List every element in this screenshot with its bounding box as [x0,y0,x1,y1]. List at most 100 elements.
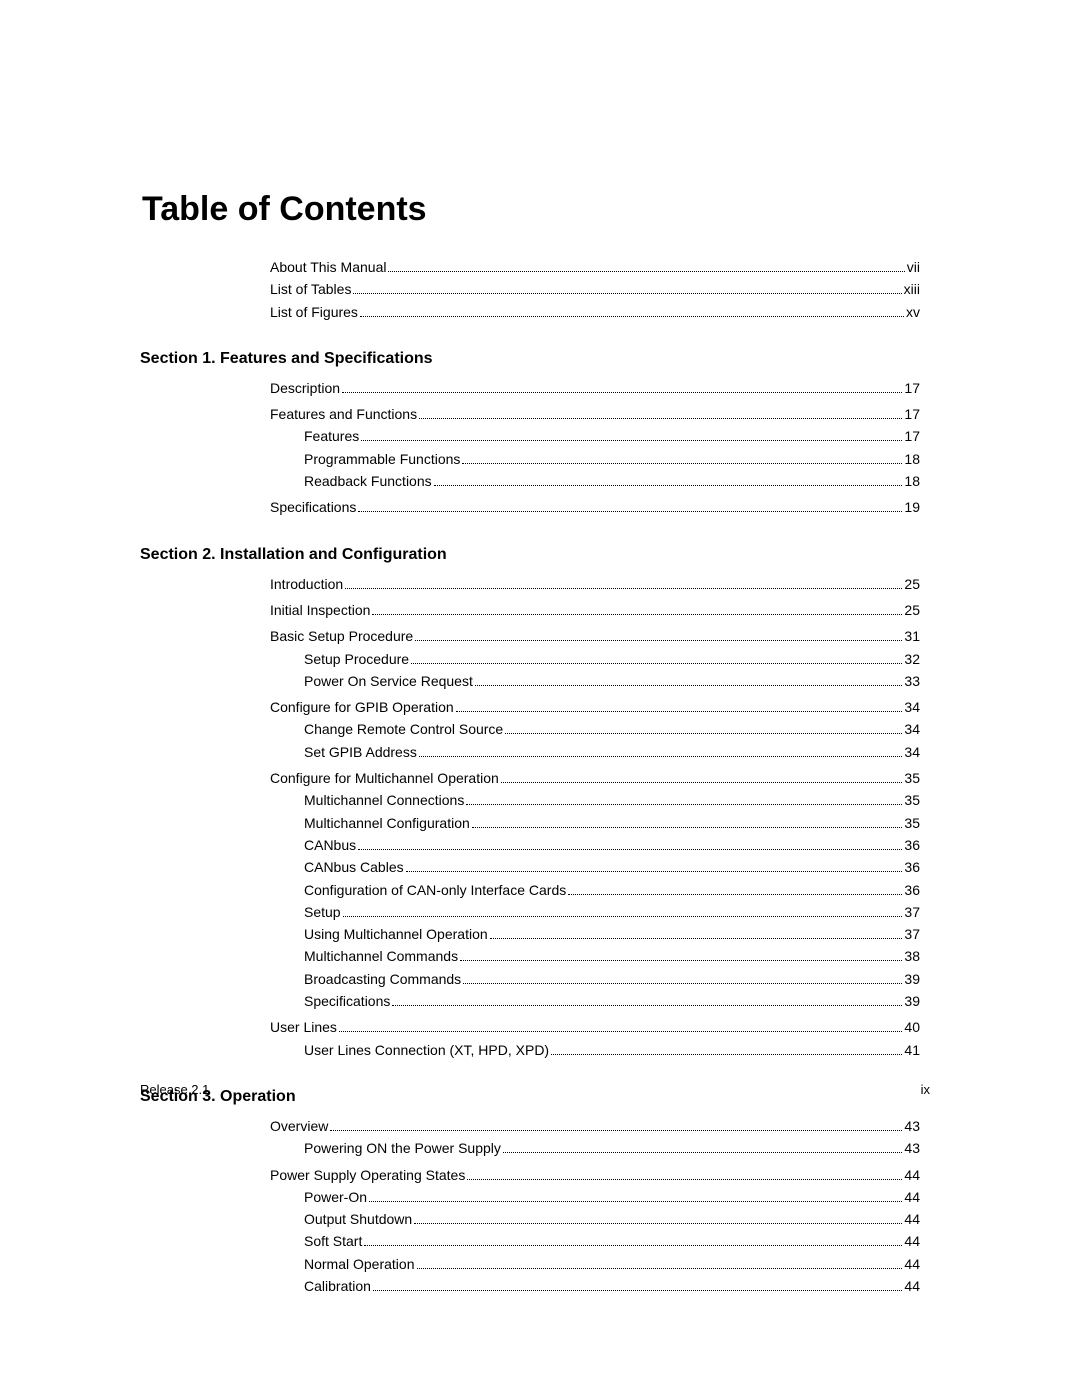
toc-entry: CANbus36 [270,835,920,855]
toc-entry-page: 43 [904,1116,920,1136]
toc-leader-dots [501,782,903,783]
toc-entry-label: Configure for GPIB Operation [270,697,454,717]
toc-entry-page: 34 [904,742,920,762]
page-footer: Release 2.1 ix [140,1082,930,1097]
toc-front-matter: About This ManualviiList of TablesxiiiLi… [270,257,920,322]
toc-entry-page: 33 [904,671,920,691]
toc-entry-label: Configure for Multichannel Operation [270,768,499,788]
toc-entry-page: 44 [904,1231,920,1251]
toc-entry: Calibration44 [270,1276,920,1296]
toc-entry-label: Multichannel Configuration [304,813,470,833]
toc-entry-page: 17 [904,404,920,424]
toc-entry: Configure for GPIB Operation34 [270,697,920,717]
toc-entry-page: 43 [904,1138,920,1158]
toc-entry: Features17 [270,426,920,446]
toc-entry: Set GPIB Address34 [270,742,920,762]
toc-entry-page: 39 [904,991,920,1011]
toc-entry-label: About This Manual [270,257,386,277]
toc-entry-label: Description [270,378,340,398]
toc-leader-dots [343,916,903,917]
toc-entry-label: User Lines Connection (XT, HPD, XPD) [304,1040,549,1060]
toc-leader-dots [345,588,902,589]
toc-entry-label: Configuration of CAN-only Interface Card… [304,880,566,900]
toc-entry-label: Powering ON the Power Supply [304,1138,501,1158]
toc-entry: Configuration of CAN-only Interface Card… [270,880,920,900]
toc-entry-label: Soft Start [304,1231,362,1251]
toc-entry: Output Shutdown44 [270,1209,920,1229]
toc-leader-dots [411,663,902,664]
toc-entry-page: 17 [904,378,920,398]
footer-release: Release 2.1 [140,1082,209,1097]
toc-leader-dots [568,894,902,895]
toc-leader-dots [360,316,904,317]
toc-entry-page: 44 [904,1276,920,1296]
toc-entry-page: 25 [904,600,920,620]
toc-entry-page: 34 [904,719,920,739]
toc-entry-label: Change Remote Control Source [304,719,503,739]
toc-leader-dots [503,1152,903,1153]
toc-leader-dots [364,1245,902,1246]
toc-entry: List of Tablesxiii [270,279,920,299]
toc-entry-label: Initial Inspection [270,600,370,620]
toc-leader-dots [353,293,901,294]
toc-leader-dots [372,614,902,615]
toc-entry-page: vii [907,257,920,277]
toc-leader-dots [415,640,902,641]
toc-entry: User Lines40 [270,1017,920,1037]
toc-entry-label: Programmable Functions [304,449,460,469]
toc-entry-page: 44 [904,1209,920,1229]
document-page: Table of Contents About This ManualviiLi… [0,0,1080,1296]
toc-entry-label: Features and Functions [270,404,417,424]
toc-entry: Broadcasting Commands39 [270,969,920,989]
toc-entry: Soft Start 44 [270,1231,920,1251]
toc-entry-label: Using Multichannel Operation [304,924,488,944]
toc-leader-dots [551,1054,902,1055]
toc-leader-dots [462,463,902,464]
toc-entry-label: CANbus Cables [304,857,404,877]
toc-leader-dots [419,756,903,757]
toc-entry-label: Broadcasting Commands [304,969,461,989]
toc-entry-label: Normal Operation [304,1254,415,1274]
toc-leader-dots [330,1130,902,1131]
toc-leader-dots [361,440,902,441]
toc-leader-dots [463,983,902,984]
toc-entry-page: 35 [904,813,920,833]
toc-entry: Introduction25 [270,574,920,594]
toc-entry-page: xiii [904,279,920,299]
toc-leader-dots [467,1179,902,1180]
toc-leader-dots [358,511,902,512]
toc-entry-label: Basic Setup Procedure [270,626,413,646]
toc-entry: Change Remote Control Source 34 [270,719,920,739]
toc-leader-dots [505,733,902,734]
toc-leader-dots [339,1031,903,1032]
toc-entry-page: 32 [904,649,920,669]
toc-leader-dots [456,711,903,712]
toc-entry-page: 35 [904,790,920,810]
toc-leader-dots [406,871,903,872]
toc-leader-dots [417,1268,903,1269]
toc-entry-page: 44 [904,1254,920,1274]
toc-entry-page: 18 [904,471,920,491]
toc-entry-page: 41 [904,1040,920,1060]
toc-leader-dots [434,485,903,486]
toc-entry-label: Power Supply Operating States [270,1165,465,1185]
toc-entry: Normal Operation 44 [270,1254,920,1274]
toc-entry-label: Specifications [304,991,390,1011]
toc-entry-page: xv [906,302,920,322]
toc-leader-dots [388,271,904,272]
toc-entry-label: Multichannel Connections [304,790,464,810]
toc-entry: Power On Service Request 33 [270,671,920,691]
toc-entry-label: Setup Procedure [304,649,409,669]
toc-leader-dots [419,418,902,419]
toc-entry-page: 17 [904,426,920,446]
toc-entry: Multichannel Configuration 35 [270,813,920,833]
toc-sections: Section 1. Features and SpecificationsDe… [140,350,930,1296]
toc-section-block: Introduction25 Initial Inspection 25 Basic … [270,574,920,1060]
toc-entry-label: Power-On [304,1187,367,1207]
toc-entry-label: Power On Service Request [304,671,473,691]
toc-entry: Specifications 39 [270,991,920,1011]
toc-section-heading: Section 2. Installation and Configuratio… [140,546,930,564]
toc-entry-page: 36 [904,880,920,900]
toc-entry-page: 36 [904,857,920,877]
toc-entry: Power-On44 [270,1187,920,1207]
